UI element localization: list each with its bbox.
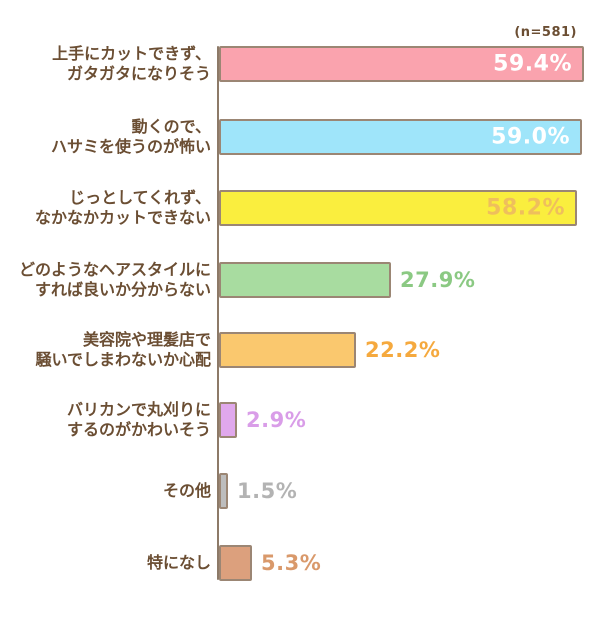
category-label: バリカンで丸刈りに するのがかわいそう bbox=[66, 400, 211, 439]
category-label: 美容院や理髪店で 騒いでしまわないか心配 bbox=[35, 330, 211, 369]
value-label: 2.9% bbox=[246, 408, 307, 432]
value-label: 22.2% bbox=[365, 338, 441, 362]
bar bbox=[219, 332, 356, 368]
bar-row: 美容院や理髪店で 騒いでしまわないか心配 22.2% bbox=[0, 330, 600, 369]
bar-row: じっとしてくれず、 なかなかカットできない 58.2% bbox=[0, 188, 600, 227]
value-label: 59.4% bbox=[493, 51, 572, 77]
bar bbox=[219, 119, 582, 155]
category-label: 上手にカットできず、 ガタガタになりそう bbox=[52, 44, 211, 83]
bar-row: バリカンで丸刈りに するのがかわいそう 2.9% bbox=[0, 400, 600, 439]
bar bbox=[219, 190, 577, 226]
bar bbox=[219, 545, 252, 581]
bar bbox=[219, 262, 391, 298]
bar bbox=[219, 46, 584, 82]
value-label: 58.2% bbox=[486, 195, 565, 221]
sample-size-label: (n=581) bbox=[514, 25, 577, 40]
bar-row: どのようなヘアスタイルに すれば良いか分からない 27.9% bbox=[0, 260, 600, 299]
bar bbox=[219, 402, 237, 438]
category-label: 動くので、 ハサミを使うのが怖い bbox=[50, 117, 211, 156]
bar-row: 特になし 5.3% bbox=[0, 545, 600, 581]
value-label: 27.9% bbox=[400, 268, 476, 292]
bar-row: その他 1.5% bbox=[0, 473, 600, 509]
y-axis-line bbox=[217, 46, 219, 580]
bar bbox=[219, 473, 228, 509]
value-label: 1.5% bbox=[237, 479, 298, 503]
value-label: 59.0% bbox=[491, 124, 570, 150]
bar-row: 動くので、 ハサミを使うのが怖い 59.0% bbox=[0, 117, 600, 156]
value-label: 5.3% bbox=[261, 551, 322, 575]
bar-row: 上手にカットできず、 ガタガタになりそう 59.4% bbox=[0, 44, 600, 83]
category-label: どのようなヘアスタイルに すれば良いか分からない bbox=[18, 260, 211, 299]
category-label: その他 bbox=[162, 481, 211, 500]
category-label: 特になし bbox=[146, 553, 211, 572]
category-label: じっとしてくれず、 なかなかカットできない bbox=[34, 188, 211, 227]
